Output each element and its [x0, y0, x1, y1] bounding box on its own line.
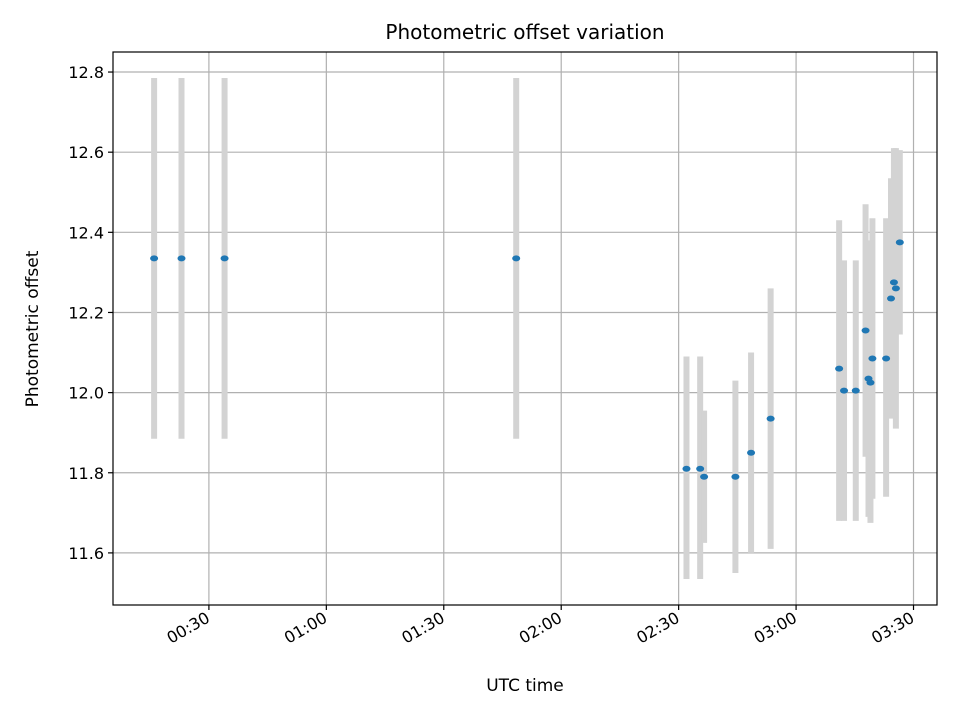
y-tick-label: 11.6: [68, 544, 104, 563]
data-point: [835, 365, 844, 372]
data-point: [861, 327, 870, 334]
data-point: [882, 355, 891, 362]
data-point: [851, 387, 860, 394]
y-tick-label: 12.6: [68, 143, 104, 162]
y-tick-label: 12.8: [68, 63, 104, 82]
data-point: [700, 473, 709, 480]
data-point: [731, 473, 740, 480]
data-point: [866, 379, 875, 386]
y-tick-label: 12.2: [68, 303, 104, 322]
y-axis-label: Photometric offset: [23, 250, 43, 407]
data-point: [177, 255, 186, 262]
x-axis-label: UTC time: [486, 676, 564, 696]
data-point: [150, 255, 159, 262]
data-markers: [150, 239, 904, 480]
data-point: [220, 255, 229, 262]
data-point: [887, 295, 896, 302]
data-point: [682, 465, 691, 472]
data-point: [766, 415, 775, 422]
y-tick-label: 11.8: [68, 464, 104, 483]
grid: [113, 52, 937, 605]
data-point: [891, 285, 900, 292]
data-point: [895, 239, 904, 246]
data-point: [696, 465, 705, 472]
y-tick-label: 12.0: [68, 384, 104, 403]
data-point: [840, 387, 849, 394]
data-point: [747, 449, 756, 456]
data-point: [889, 279, 898, 286]
plot-frame: [112, 51, 938, 606]
chart-title: Photometric offset variation: [385, 20, 664, 44]
data-point: [512, 255, 521, 262]
data-point: [868, 355, 877, 362]
y-tick-label: 12.4: [68, 223, 104, 242]
plot-area: [113, 52, 937, 605]
